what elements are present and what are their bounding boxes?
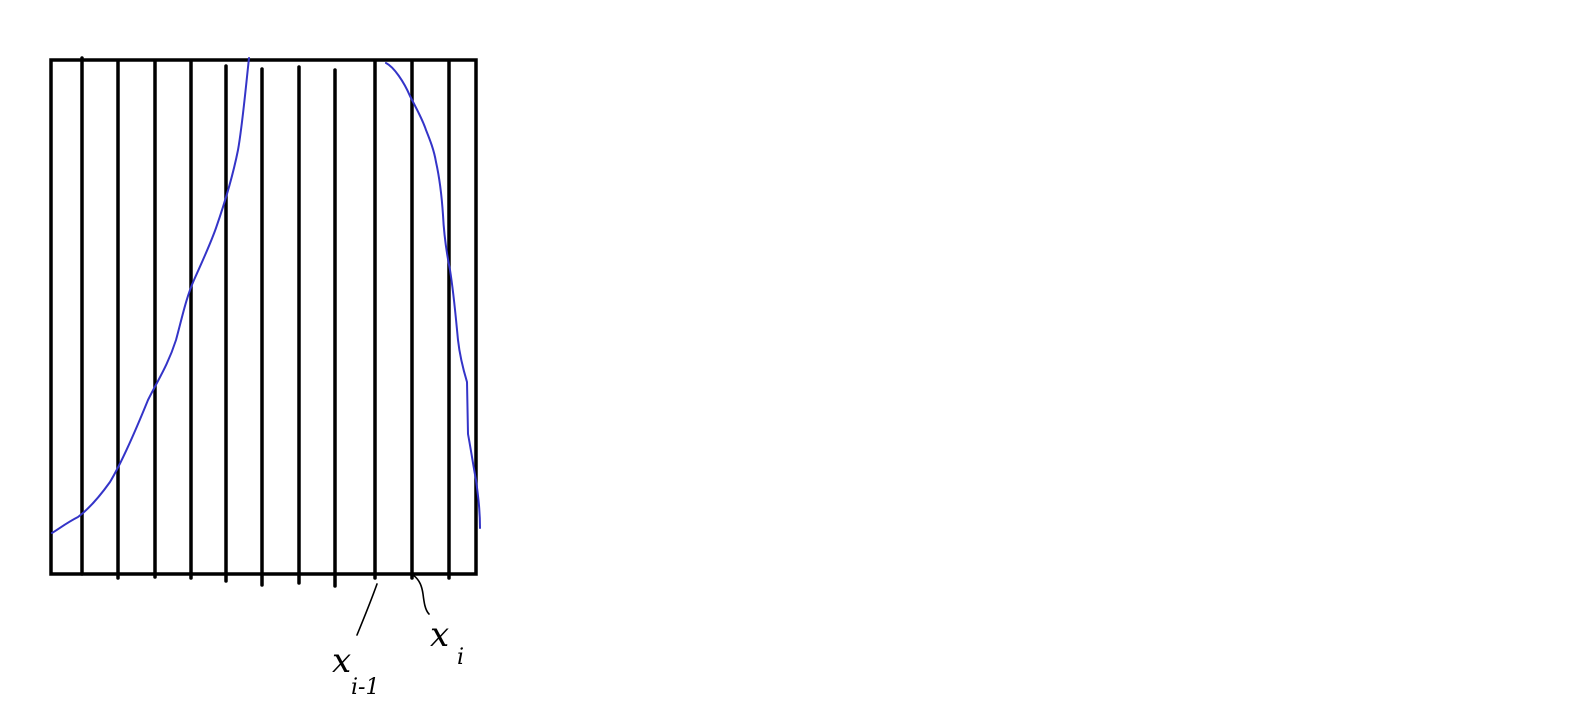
pointer-stroke-left: [356, 583, 378, 636]
pointer-stroke-right: [412, 574, 430, 615]
label-subscript: i-1: [351, 675, 379, 700]
label-x-base: x: [332, 641, 351, 681]
strip-dividers: [80, 56, 451, 588]
label-subscript: i: [457, 645, 464, 670]
right-boundary-curve: [385, 62, 481, 529]
left-boundary-curve: [51, 57, 250, 534]
label-x-i: x i: [430, 615, 464, 670]
label-x-i-minus-1: x i-1: [332, 641, 379, 700]
label-x-base: x: [430, 615, 449, 655]
